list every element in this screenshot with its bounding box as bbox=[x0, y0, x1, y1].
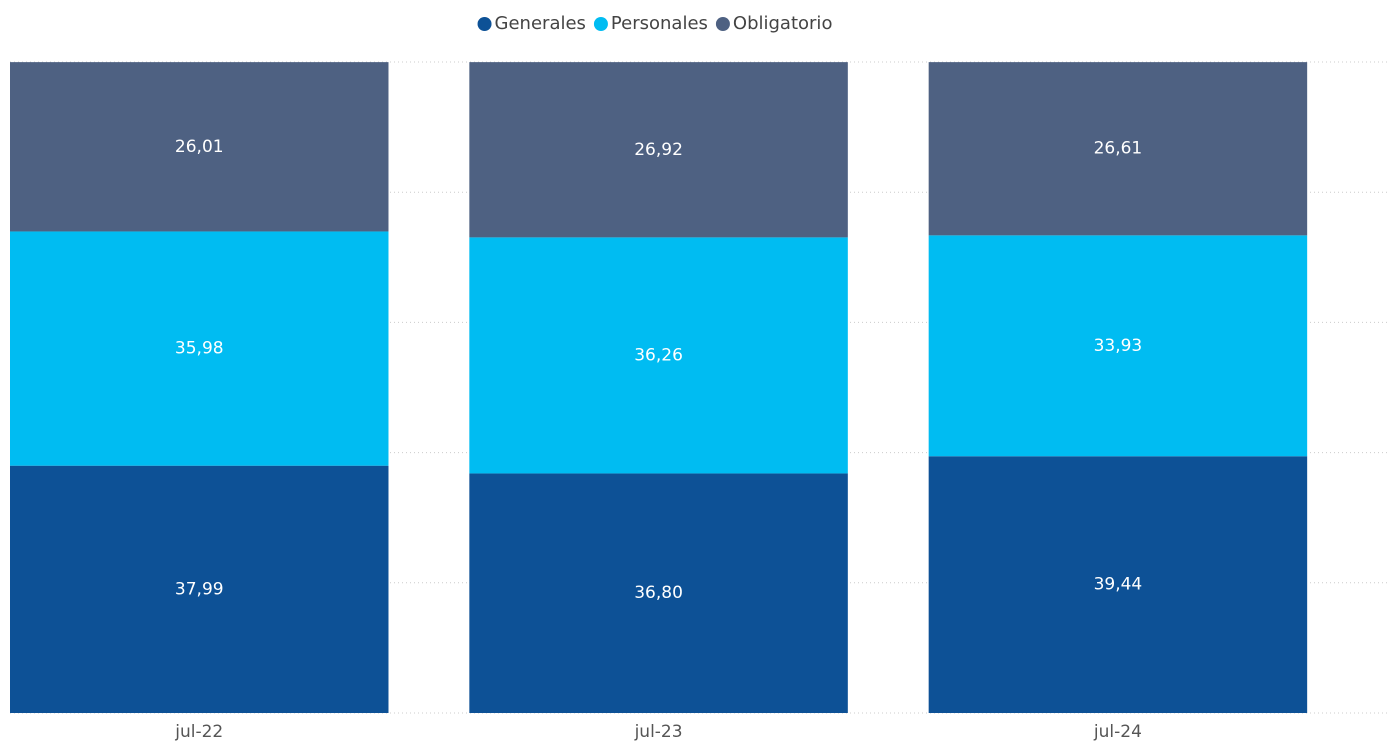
legend-label: Obligatorio bbox=[733, 13, 833, 34]
bar-segment bbox=[928, 235, 1308, 457]
legend-marker bbox=[593, 17, 608, 31]
x-tick-label: jul-22 bbox=[174, 722, 223, 742]
data-label: 26,92 bbox=[634, 140, 683, 160]
data-label: 36,80 bbox=[634, 583, 683, 603]
legend-marker bbox=[715, 17, 730, 31]
x-tick-label: jul-24 bbox=[1093, 722, 1142, 742]
bar-segment bbox=[928, 62, 1308, 236]
bar-segment bbox=[469, 237, 848, 474]
x-tick-label: jul-23 bbox=[634, 722, 683, 742]
bar-segment bbox=[469, 62, 848, 238]
bar-segment bbox=[928, 456, 1308, 713]
data-label: 39,44 bbox=[1094, 575, 1143, 595]
bar-segment bbox=[469, 473, 848, 713]
bar-segment bbox=[10, 62, 389, 232]
data-label: 26,01 bbox=[175, 137, 224, 157]
bar-segment bbox=[10, 231, 389, 466]
legend-label: Generales bbox=[495, 13, 586, 34]
bar-segment bbox=[10, 465, 389, 713]
legend: Generales Personales Obligatorio bbox=[477, 13, 833, 34]
data-label: 33,93 bbox=[1094, 336, 1143, 356]
data-label: 37,99 bbox=[175, 579, 224, 599]
legend-marker bbox=[477, 17, 492, 31]
data-label: 36,26 bbox=[634, 345, 683, 365]
data-label: 35,98 bbox=[175, 339, 224, 359]
data-label: 26,61 bbox=[1094, 139, 1143, 159]
legend-label: Personales bbox=[611, 13, 708, 34]
